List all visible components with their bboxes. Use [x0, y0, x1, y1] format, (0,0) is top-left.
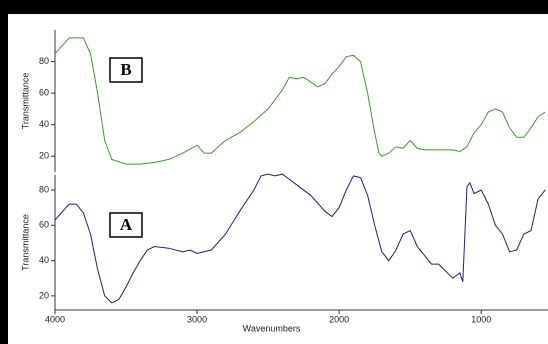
- x-tick-label: 2000: [329, 314, 349, 324]
- panel-label: B: [120, 60, 131, 79]
- y-tick-label: 40: [39, 255, 49, 265]
- panel-label-box: [109, 57, 143, 83]
- panel-label-box: [109, 212, 143, 238]
- y-tick-label: 80: [39, 184, 49, 194]
- x-tick-label: 3000: [187, 314, 207, 324]
- y-tick-label: 40: [39, 119, 49, 129]
- y-tick-label: 60: [39, 220, 49, 230]
- x-axis-label: Wavenumbers: [243, 323, 301, 333]
- y-tick-label: 20: [39, 151, 49, 161]
- x-tick-label: 4000: [45, 314, 65, 324]
- y-axis-label: Transmittance: [20, 73, 30, 130]
- y-axis-label: Transmittance: [20, 214, 30, 271]
- y-tick-label: 60: [39, 87, 49, 97]
- y-tick-label: 80: [39, 56, 49, 66]
- y-tick-label: 20: [39, 290, 49, 300]
- canvas: [8, 14, 548, 344]
- x-tick-label: 1000: [471, 314, 491, 324]
- panel-label: A: [120, 215, 133, 234]
- spectrum-line: [54, 173, 546, 304]
- spectrum-line: [54, 37, 546, 165]
